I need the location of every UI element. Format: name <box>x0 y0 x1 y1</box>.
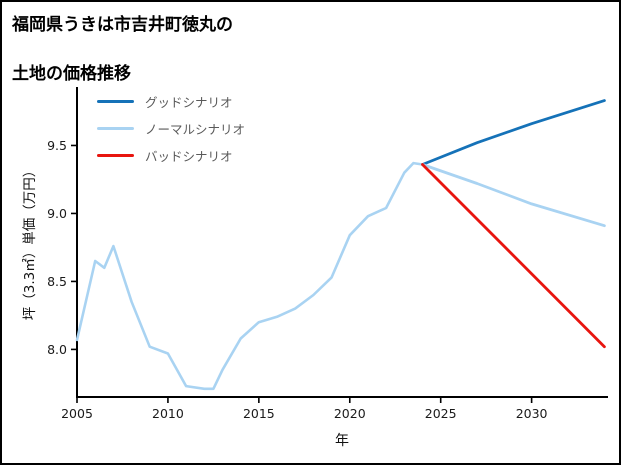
chart-title-line1: 福岡県うきは市吉井町徳丸の <box>12 15 233 35</box>
legend-label-bad-scenario: バッドシナリオ <box>145 148 233 164</box>
chart-title: 福岡県うきは市吉井町徳丸の 土地の価格推移 <box>12 13 233 87</box>
series-good-scenario <box>421 99 606 166</box>
y-tick-label: 9.5 <box>47 138 67 153</box>
good-scenario-line-swatch <box>97 99 134 103</box>
y-tick-label: 8.0 <box>47 342 67 357</box>
legend-item-normal-scenario: ノーマルシナリオ <box>97 119 245 137</box>
series-historical <box>75 161 424 391</box>
x-tick-label: 2030 <box>516 406 548 421</box>
y-tick-label: 9.0 <box>47 206 67 221</box>
legend-label-good-scenario: グッドシナリオ <box>145 94 233 110</box>
legend-item-bad-scenario: バッドシナリオ <box>97 146 245 164</box>
x-tick-label: 2015 <box>243 406 275 421</box>
legend: グッドシナリオ ノーマルシナリオ バッドシナリオ <box>97 92 245 164</box>
legend-label-normal-scenario: ノーマルシナリオ <box>145 121 246 137</box>
series-normal-scenario <box>421 163 606 228</box>
bad-scenario-line-swatch <box>97 153 134 157</box>
x-axis-label: 年 <box>335 433 349 449</box>
x-tick-label: 2025 <box>425 406 457 421</box>
chart-title-line2: 土地の価格推移 <box>12 64 131 85</box>
x-tick-label: 2010 <box>152 406 184 421</box>
y-tick-label: 8.5 <box>47 274 67 289</box>
legend-item-good-scenario: グッドシナリオ <box>97 92 245 110</box>
x-tick-label: 2020 <box>334 406 366 421</box>
normal-scenario-line-swatch <box>97 126 134 130</box>
x-tick-label: 2005 <box>61 406 93 421</box>
series-bad-scenario <box>421 163 606 349</box>
